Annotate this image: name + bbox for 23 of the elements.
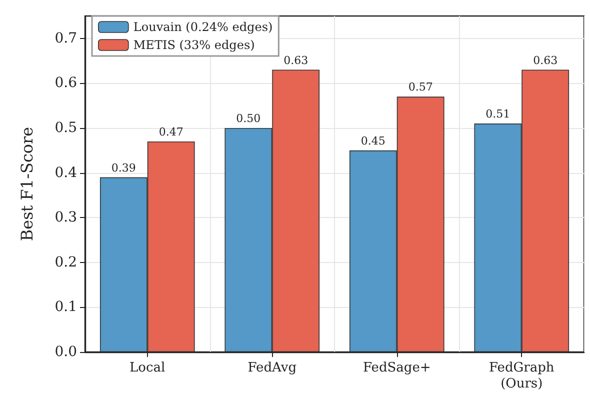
y-tick-label: 0.4 [54,164,78,181]
x-tick-label: Local [130,360,166,376]
data-label: 0.45 [360,134,386,148]
x-tick-label: FedGraph (Ours) [488,360,555,392]
legend-label: METIS (33% edges) [133,38,255,52]
data-label: 0.39 [111,161,136,174]
x-tick-label: FedAvg [248,360,297,376]
legend-label: Louvain (0.24% edges) [133,20,273,34]
y-tick-label: 0.6 [54,75,78,92]
data-label: 0.51 [486,108,510,121]
y-tick-label: 0.1 [54,299,77,316]
y-tick-label: 0.5 [54,120,77,136]
y-tick-label: 0.0 [54,344,77,360]
y-tick-label: 0.2 [54,254,77,270]
y-axis-title: Best F1-Score [18,126,36,242]
data-label: 0.63 [284,54,308,67]
y-tick-label: 0.7 [54,30,77,46]
data-label: 0.57 [408,80,433,94]
y-tick-label: 0.3 [54,210,77,226]
data-label: 0.50 [236,112,261,125]
x-tick-label: FedSage+ [362,360,431,376]
data-label: 0.63 [533,54,558,67]
data-label: 0.47 [158,125,184,138]
